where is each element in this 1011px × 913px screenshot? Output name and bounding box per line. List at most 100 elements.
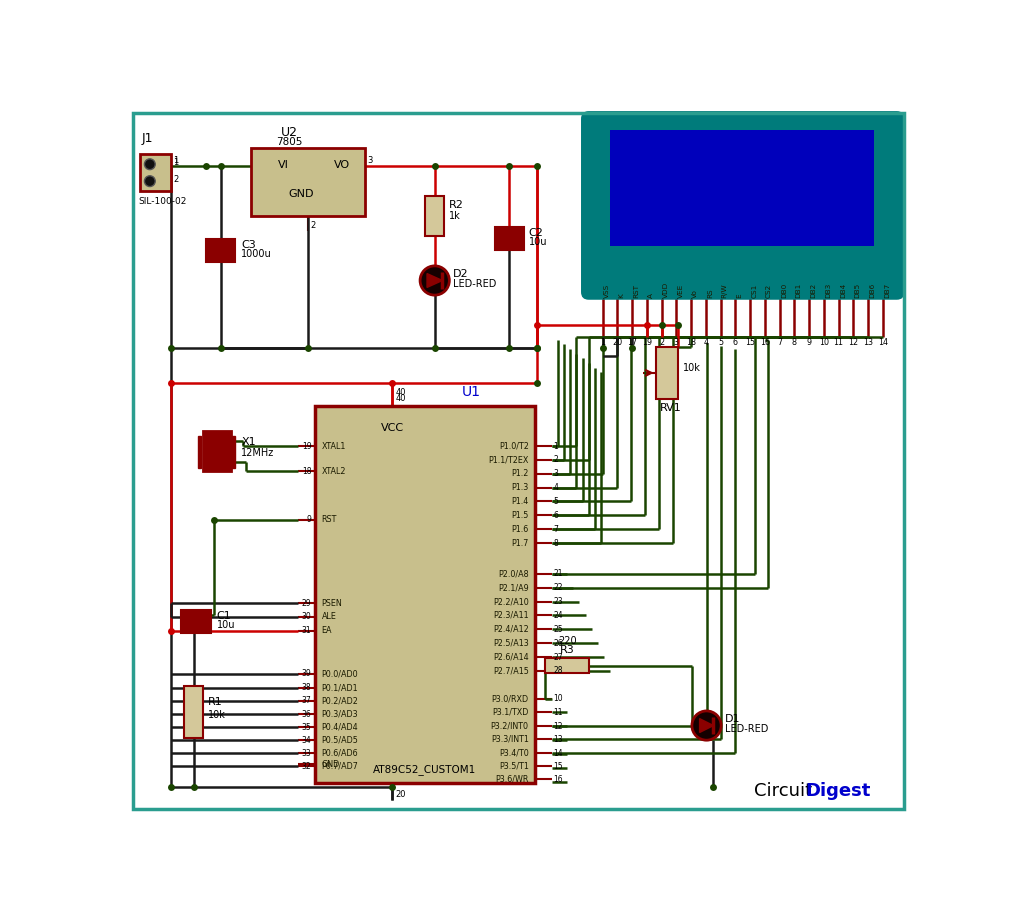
Text: CS2: CS2	[765, 284, 771, 299]
Text: P1.7: P1.7	[511, 539, 528, 548]
Text: P0.5/AD5: P0.5/AD5	[321, 736, 358, 745]
Text: P1.0/T2: P1.0/T2	[498, 442, 528, 450]
Bar	[494, 239, 524, 249]
Text: P3.0/RXD: P3.0/RXD	[491, 694, 528, 703]
Text: 12MHz: 12MHz	[242, 448, 274, 458]
Text: C2: C2	[528, 227, 543, 237]
Text: VI: VI	[277, 160, 288, 170]
Text: 40: 40	[395, 388, 405, 396]
Text: 2: 2	[310, 221, 315, 229]
Text: R1: R1	[207, 698, 222, 708]
Text: RS: RS	[707, 289, 713, 299]
Text: P0.1/AD1: P0.1/AD1	[321, 683, 358, 692]
Text: P1.4: P1.4	[511, 497, 528, 506]
Text: 26: 26	[553, 639, 562, 647]
Circle shape	[420, 266, 449, 295]
Text: A: A	[647, 293, 653, 299]
Text: XTAL1: XTAL1	[321, 442, 346, 450]
Text: RST: RST	[633, 284, 639, 299]
Text: DB7: DB7	[884, 283, 889, 299]
Text: U1: U1	[461, 385, 480, 399]
Text: P2.4/A12: P2.4/A12	[492, 624, 528, 634]
Text: P1.5: P1.5	[511, 511, 528, 519]
Text: J1: J1	[142, 132, 153, 145]
Text: CS1: CS1	[750, 284, 756, 299]
Text: PSEN: PSEN	[321, 599, 342, 608]
Text: P3.6/WR: P3.6/WR	[494, 775, 528, 784]
Text: 31: 31	[301, 626, 311, 635]
Text: 8: 8	[791, 338, 796, 347]
Bar	[544, 657, 588, 673]
Bar	[140, 154, 171, 191]
Text: P2.0/A8: P2.0/A8	[497, 570, 528, 578]
Text: R3: R3	[559, 645, 574, 656]
Text: 40: 40	[395, 394, 405, 403]
Bar	[251, 148, 364, 215]
Text: 10: 10	[818, 338, 828, 347]
Text: SIL-100-02: SIL-100-02	[139, 197, 186, 206]
Text: 18: 18	[685, 338, 696, 347]
Text: VSS: VSS	[604, 284, 610, 299]
Text: P2.1/A9: P2.1/A9	[497, 583, 528, 593]
Text: 7: 7	[553, 525, 558, 534]
Bar	[198, 436, 201, 468]
Text: P1.1/T2EX: P1.1/T2EX	[487, 456, 528, 465]
Text: 3: 3	[673, 338, 678, 347]
Polygon shape	[427, 274, 442, 288]
Text: LED-RED: LED-RED	[453, 278, 496, 289]
Bar	[206, 239, 235, 249]
Text: 1: 1	[553, 442, 557, 450]
Text: RV1: RV1	[660, 404, 681, 414]
Text: 4: 4	[703, 338, 708, 347]
Text: 2: 2	[173, 175, 178, 184]
Text: 10: 10	[553, 694, 562, 703]
Text: VDD: VDD	[662, 282, 668, 299]
Text: 13: 13	[553, 735, 562, 744]
Text: E: E	[736, 294, 742, 299]
Bar	[206, 251, 235, 262]
Text: 27: 27	[553, 653, 562, 662]
Text: 5: 5	[553, 497, 558, 506]
Text: DB1: DB1	[795, 283, 801, 299]
Text: P2.3/A11: P2.3/A11	[492, 611, 528, 620]
Text: 11: 11	[553, 708, 562, 717]
Text: P0.4/AD4: P0.4/AD4	[321, 722, 358, 731]
Text: 33: 33	[301, 749, 311, 758]
Text: U2: U2	[280, 126, 297, 139]
Bar	[181, 623, 210, 633]
Text: 39: 39	[301, 669, 311, 678]
Bar	[425, 195, 444, 236]
Text: P3.5/T1: P3.5/T1	[498, 761, 528, 771]
Text: 16: 16	[553, 775, 562, 784]
Text: 19: 19	[641, 338, 651, 347]
Text: 9: 9	[306, 516, 311, 524]
Text: P0.7/AD7: P0.7/AD7	[321, 761, 358, 771]
Text: 12: 12	[847, 338, 857, 347]
Text: P2.7/A15: P2.7/A15	[492, 666, 528, 676]
Text: 14: 14	[877, 338, 887, 347]
Text: D2: D2	[453, 268, 468, 278]
Text: Circuit: Circuit	[753, 782, 812, 800]
Text: 1k: 1k	[448, 211, 460, 221]
Text: XTAL2: XTAL2	[321, 467, 346, 476]
Text: 6: 6	[553, 511, 558, 519]
Bar	[232, 436, 235, 468]
Text: 37: 37	[301, 697, 311, 706]
Text: 14: 14	[553, 749, 562, 758]
Text: D1: D1	[724, 714, 740, 724]
Text: 38: 38	[301, 683, 311, 692]
Polygon shape	[699, 719, 713, 732]
Text: Vo: Vo	[692, 289, 698, 299]
Text: 1: 1	[600, 338, 605, 347]
Text: P0.6/AD6: P0.6/AD6	[321, 749, 358, 758]
Text: 10k: 10k	[682, 363, 701, 373]
Text: 6: 6	[732, 338, 737, 347]
Text: 3: 3	[367, 156, 372, 165]
Text: 30: 30	[301, 613, 311, 622]
Text: GND: GND	[288, 189, 313, 199]
Text: 32: 32	[301, 761, 311, 771]
Text: 20: 20	[395, 790, 405, 799]
Text: C1: C1	[216, 611, 232, 621]
Text: 10k: 10k	[207, 709, 225, 719]
Text: GND: GND	[321, 760, 340, 769]
